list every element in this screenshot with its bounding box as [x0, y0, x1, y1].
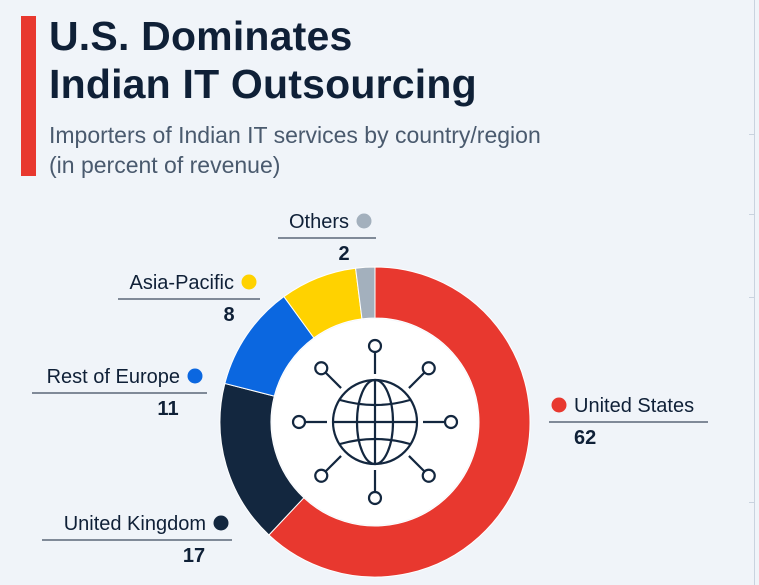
label-united-states: United States	[574, 395, 694, 417]
divider-tick	[749, 297, 755, 298]
value-others: 2	[338, 243, 349, 265]
slice-united-states	[268, 266, 531, 578]
legend-dot-rest-of-europe	[187, 368, 203, 384]
divider-tick	[749, 502, 755, 503]
divider-tick	[749, 134, 755, 135]
value-united-states: 62	[574, 427, 596, 449]
label-rest-of-europe: Rest of Europe	[47, 366, 180, 388]
legend-dot-united-kingdom	[213, 515, 229, 531]
slice-labels: United States 62 United Kingdom 17 Rest of E…	[32, 211, 708, 567]
label-asia-pacific: Asia-Pacific	[130, 272, 234, 294]
globe-network-icon	[291, 338, 459, 506]
chart-title: U.S. Dominates Indian IT Outsourcing	[49, 13, 477, 107]
label-united-kingdom: United Kingdom	[64, 513, 206, 535]
slice-others	[355, 266, 376, 320]
right-divider	[754, 0, 755, 585]
chart-subtitle: Importers of Indian IT services by count…	[49, 122, 541, 178]
legend-dot-others	[356, 213, 372, 229]
value-united-kingdom: 17	[183, 545, 205, 567]
legend-dot-asia-pacific	[241, 274, 257, 290]
divider-tick	[749, 214, 755, 215]
value-asia-pacific: 8	[223, 304, 234, 326]
label-others: Others	[289, 211, 349, 233]
legend-dot-united-states	[551, 397, 567, 413]
title-accent-bar	[21, 16, 36, 176]
value-rest-of-europe: 11	[157, 398, 178, 420]
